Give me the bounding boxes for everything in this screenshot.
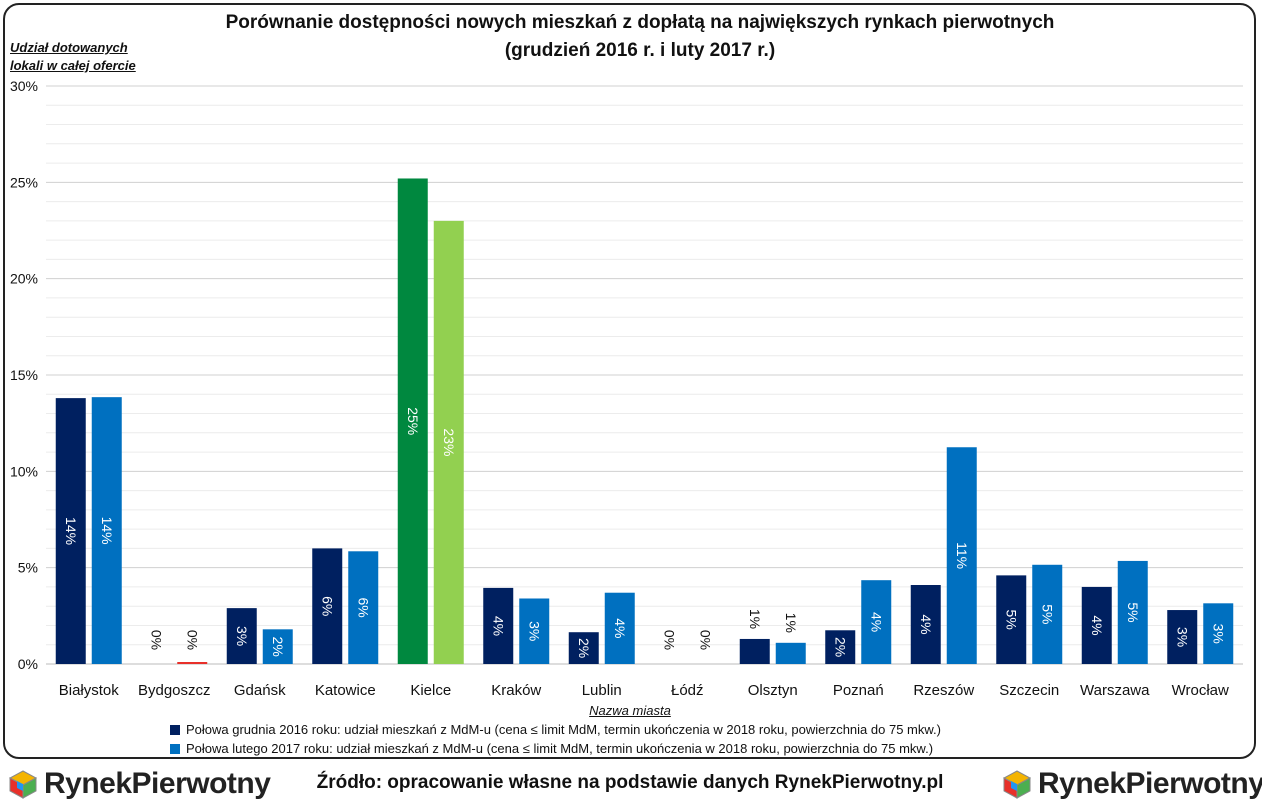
data-label: 5% — [1003, 610, 1019, 630]
data-label: 1% — [747, 609, 763, 629]
bar-chart: 0% 5% 10% 15% 20% 25% 30% 14% 14% Białystok 0% 0% By… — [10, 78, 1243, 699]
bar-feb-2017 — [91, 397, 122, 664]
x-tick-label: Rzeszów — [913, 682, 974, 699]
y-tick-label: 25% — [10, 174, 38, 190]
bar-dec-2016 — [996, 575, 1027, 664]
bar-feb-2017 — [433, 220, 464, 664]
data-label: 4% — [490, 616, 506, 636]
source-note: Źródło: opracowanie własne na podstawie … — [316, 772, 944, 793]
y-tick-label: 10% — [10, 463, 38, 479]
y-tick-label: 0% — [18, 656, 38, 672]
data-label: 3% — [1174, 627, 1190, 647]
footer: RynekPierwotny Źródło: opracowanie własn… — [0, 762, 1262, 806]
bar-dec-2016 — [910, 585, 941, 664]
data-label: 3% — [1210, 624, 1226, 644]
data-label: 2% — [270, 637, 286, 657]
bar-feb-2017 — [1203, 603, 1234, 664]
bar-feb-2017 — [519, 598, 550, 664]
logo-left-part2: Pierwotny — [131, 767, 271, 800]
bar-dec-2016 — [483, 587, 514, 664]
data-label: 3% — [526, 621, 542, 641]
data-label: 4% — [1089, 615, 1105, 635]
y-tick-label: 15% — [10, 367, 38, 383]
x-axis-label: Nazwa miasta — [589, 703, 671, 718]
data-label: 2% — [832, 637, 848, 657]
logo-right-part1: Rynek — [1038, 767, 1126, 800]
data-label: 0% — [184, 630, 200, 650]
bar-feb-2017 — [262, 629, 293, 664]
bar-dec-2016 — [1081, 586, 1112, 664]
x-tick-label: Warszawa — [1080, 682, 1150, 699]
x-tick-label: Olsztyn — [748, 682, 798, 699]
x-tick-label: Kraków — [491, 682, 541, 699]
bar-dec-2016 — [226, 608, 257, 664]
data-label: 3% — [234, 626, 250, 646]
cube-logo-icon — [8, 770, 38, 799]
bar-dec-2016 — [1167, 610, 1198, 664]
data-label: 4% — [868, 612, 884, 632]
data-label: 11% — [954, 542, 970, 569]
legend-label-dec-2016: Połowa grudnia 2016 roku: udział mieszka… — [186, 722, 941, 737]
bar-feb-2017 — [946, 447, 977, 664]
chart-title-line1: Porównanie dostępności nowych mieszkań z… — [225, 12, 1055, 33]
bar-feb-2017 — [861, 580, 892, 664]
data-label: 0% — [697, 630, 713, 650]
x-tick-label: Łódź — [671, 682, 704, 699]
data-label: 25% — [405, 407, 421, 435]
data-label: 4% — [918, 614, 934, 634]
bar-feb-2017 — [775, 642, 806, 664]
data-label: 6% — [355, 598, 371, 618]
y-tick-label: 20% — [10, 271, 38, 287]
x-tick-label: Kielce — [410, 682, 451, 699]
data-label: 0% — [661, 630, 677, 650]
bar-feb-2017 — [177, 662, 208, 664]
data-label: 14% — [99, 517, 115, 545]
legend-label-feb-2017: Połowa lutego 2017 roku: udział mieszkań… — [186, 741, 934, 756]
data-label: 5% — [1125, 602, 1141, 622]
bar-feb-2017 — [1117, 560, 1148, 664]
x-tick-label: Białystok — [59, 682, 120, 699]
legend-swatch-dec-2016 — [170, 725, 180, 735]
data-label: 6% — [319, 596, 335, 616]
legend-item-feb-2017: Połowa lutego 2017 roku: udział mieszkań… — [170, 741, 933, 756]
legend-item-dec-2016: Połowa grudnia 2016 roku: udział mieszka… — [170, 722, 941, 737]
x-tick-label: Wrocław — [1172, 682, 1229, 699]
logo-right: RynekPierwotny — [1002, 766, 1262, 802]
x-tick-label: Gdańsk — [234, 682, 286, 699]
legend-swatch-feb-2017 — [170, 744, 180, 754]
bar-feb-2017 — [1032, 564, 1063, 664]
x-tick-label: Szczecin — [999, 682, 1059, 699]
data-label: 2% — [576, 638, 592, 658]
logo-right-part2: Pierwotny — [1125, 767, 1262, 800]
data-label: 23% — [441, 428, 457, 456]
bar-dec-2016 — [825, 630, 856, 664]
x-tick-label: Poznań — [833, 682, 884, 699]
bar-dec-2016 — [397, 178, 428, 665]
y-tick-label: 30% — [10, 78, 38, 94]
bar-feb-2017 — [348, 551, 379, 664]
bar-dec-2016 — [312, 548, 343, 664]
data-label: 0% — [148, 630, 164, 650]
bar-dec-2016 — [55, 398, 86, 664]
data-label: 1% — [783, 613, 799, 633]
chart-title-line2: (grudzień 2016 r. i luty 2017 r.) — [504, 40, 776, 61]
x-tick-label: Katowice — [315, 682, 376, 699]
data-label: 14% — [63, 517, 79, 545]
bar-feb-2017 — [604, 592, 635, 664]
y-axis-label-line1: Udział dotowanych — [10, 40, 128, 55]
x-tick-label: Bydgoszcz — [138, 682, 211, 699]
bar-dec-2016 — [568, 632, 599, 664]
y-axis-label-line2: lokali w całej ofercie — [10, 58, 136, 73]
data-label: 5% — [1039, 604, 1055, 624]
data-label: 4% — [612, 618, 628, 638]
cube-logo-icon — [1002, 770, 1032, 799]
logo-left-part1: Rynek — [44, 767, 132, 800]
x-tick-label: Lublin — [582, 682, 622, 699]
y-tick-label: 5% — [18, 560, 38, 576]
logo-left: RynekPierwotny — [8, 766, 271, 802]
bar-dec-2016 — [739, 638, 770, 664]
